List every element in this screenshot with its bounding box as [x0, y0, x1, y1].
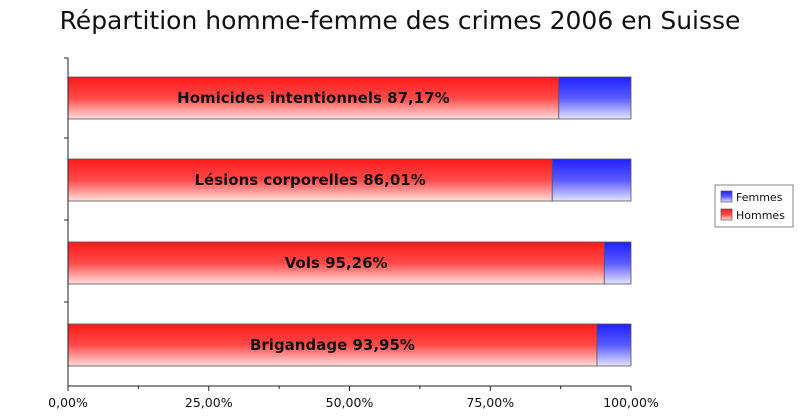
bar-label-4: Brigandage 93,95% [250, 336, 415, 354]
legend-label-hommes: Hommes [736, 209, 785, 222]
x-tick-label-5: 100,00% [603, 395, 659, 410]
legend-swatch-femmes [720, 190, 733, 203]
x-tick-label-3: 50,00% [326, 395, 374, 410]
bar-femmes-1 [558, 76, 632, 120]
axis-layer: 0,00% 25,00% 50,00% 75,00% 100,00% [48, 57, 659, 410]
bar-hommes-1 [67, 76, 560, 120]
bars-layer: Homicides intentionnels 87,17% Lésions co… [67, 76, 632, 367]
bar-label-3: Vols 95,26% [285, 254, 388, 272]
bar-femmes-4 [596, 323, 632, 367]
legend-swatch-hommes [720, 208, 733, 221]
bar-hommes-2 [67, 158, 553, 202]
bar-femmes-3 [603, 241, 632, 285]
legend: Femmes Hommes [714, 184, 794, 228]
bar-label-2: Lésions corporelles 86,01% [195, 171, 426, 189]
x-tick-label-2: 25,00% [185, 395, 233, 410]
chart-title: Répartition homme-femme des crimes 2006 … [59, 6, 741, 35]
bar-label-1: Homicides intentionnels 87,17% [177, 89, 449, 107]
x-tick-label-1: 0,00% [48, 395, 88, 410]
bar-femmes-2 [551, 158, 632, 202]
x-tick-label-4: 75,00% [466, 395, 514, 410]
legend-label-femmes: Femmes [736, 191, 783, 204]
bar-hommes-3 [67, 241, 605, 285]
bar-hommes-4 [67, 323, 598, 367]
